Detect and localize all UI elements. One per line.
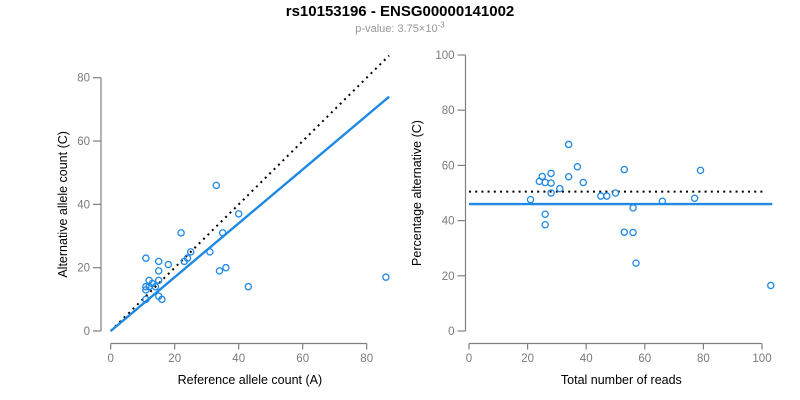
data-point — [556, 184, 564, 193]
data-point — [629, 228, 637, 237]
y-tick-label: 80 — [442, 105, 455, 117]
data-point — [158, 295, 166, 304]
data-point — [767, 281, 775, 290]
data-point — [564, 140, 573, 149]
x-tick-label: 20 — [521, 353, 534, 365]
data-point — [142, 295, 150, 304]
data-point — [658, 197, 667, 206]
y-tick-label: 60 — [77, 136, 90, 148]
data-point — [611, 189, 620, 197]
data-point — [564, 172, 573, 181]
figure-subtitle: p-value: 3.75×10-3 — [0, 20, 800, 35]
data-point — [234, 210, 243, 218]
data-point — [382, 273, 390, 281]
x-tick-label: 20 — [168, 353, 181, 365]
data-point — [177, 229, 185, 237]
data-point — [206, 248, 214, 256]
data-point — [154, 257, 163, 266]
data-point — [620, 165, 629, 174]
data-point — [154, 267, 163, 275]
data-point — [541, 220, 549, 229]
y-axis-title: Alternative allele count (C) — [56, 131, 70, 278]
data-point — [526, 195, 535, 204]
x-tick-label: 60 — [296, 353, 309, 365]
x-axis-title: Reference allele count (A) — [178, 373, 323, 387]
data-point — [186, 248, 195, 256]
y-tick-label: 40 — [77, 199, 90, 211]
data-point — [573, 163, 582, 171]
y-tick-label: 20 — [442, 271, 455, 283]
pvalue-text: p-value: 3.75×10 — [355, 23, 438, 35]
x-tick-label: 40 — [580, 353, 593, 365]
percentage-vs-reads-scatter: 0 20 40 60 80 100 0 20 40 60 80 100 Total number of … — [410, 50, 775, 387]
data-point — [212, 181, 221, 190]
y-tick-label: 60 — [442, 160, 455, 172]
x-tick-label: 80 — [360, 353, 373, 365]
data-point — [142, 282, 150, 291]
data-point — [547, 189, 555, 197]
allele-counts-scatter: 0 20 40 60 80 0 20 40 60 80 Reference allele count… — [56, 54, 390, 387]
y-axis-title: Percentage alternative (C) — [410, 120, 424, 266]
x-tick-label: 100 — [752, 353, 771, 365]
x-tick-label: 0 — [466, 353, 472, 365]
y-tick-label: 80 — [77, 73, 90, 85]
pvalue-exponent: -3 — [437, 20, 445, 30]
data-point — [541, 210, 549, 219]
data-point — [164, 260, 173, 269]
data-point — [154, 276, 163, 285]
y-tick-label: 40 — [442, 216, 455, 228]
data-point — [696, 166, 705, 175]
data-point — [215, 267, 224, 275]
x-tick-label: 0 — [107, 353, 113, 365]
data-point — [690, 194, 699, 202]
fit-line — [109, 95, 390, 332]
data-point — [244, 282, 253, 291]
data-point — [632, 259, 640, 267]
data-point — [142, 286, 150, 294]
data-point — [218, 229, 227, 237]
y-tick-label: 0 — [448, 326, 454, 338]
y-tick-label: 100 — [435, 50, 454, 62]
data-point — [620, 228, 629, 236]
data-point — [142, 254, 150, 262]
data-point — [629, 204, 637, 212]
x-axis-title: Total number of reads — [561, 373, 682, 387]
data-point — [597, 192, 605, 200]
x-tick-label: 80 — [697, 353, 710, 365]
y-tick-label: 0 — [84, 326, 90, 338]
data-point — [222, 263, 230, 272]
data-point — [180, 257, 189, 266]
x-tick-label: 60 — [638, 353, 651, 365]
y-tick-label: 20 — [77, 263, 90, 275]
data-point — [535, 177, 544, 186]
data-point — [579, 178, 588, 187]
x-tick-label: 40 — [232, 353, 245, 365]
data-point — [547, 169, 555, 178]
figure-title: rs10153196 - ENSG00000141002 — [285, 3, 515, 20]
